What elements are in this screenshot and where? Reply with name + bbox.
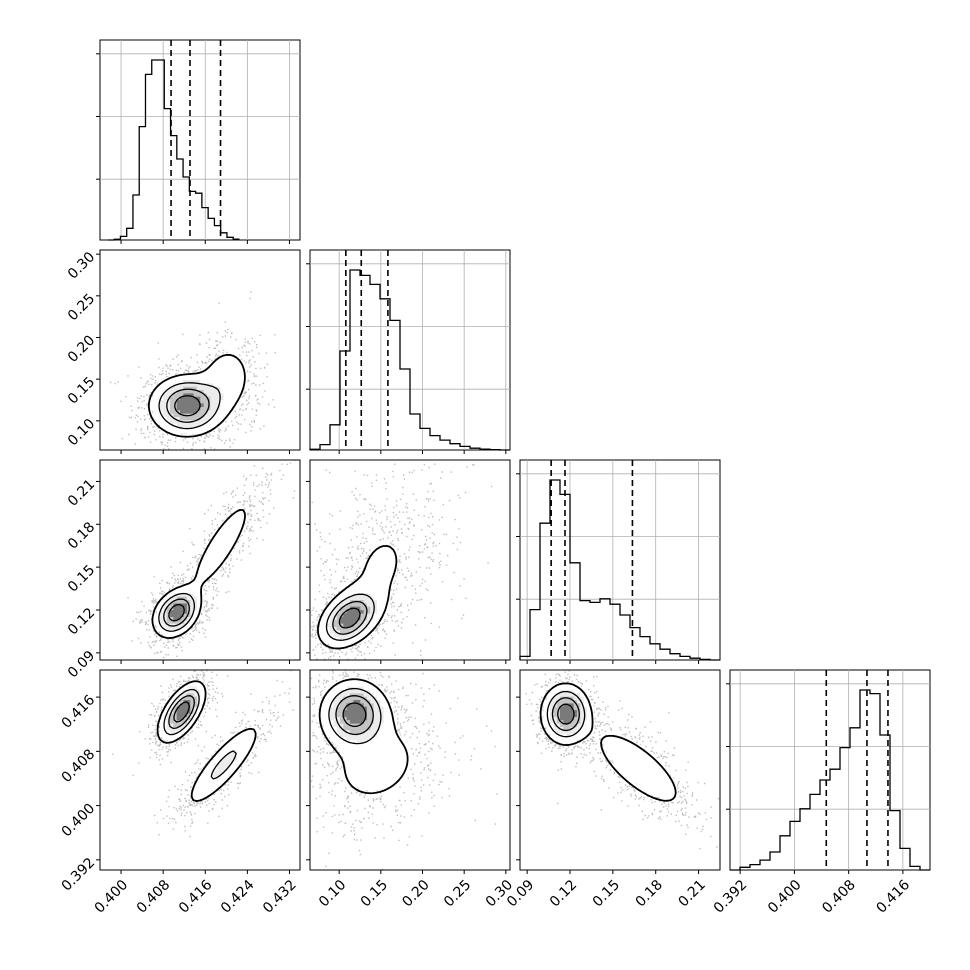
y-tick-label: 0.09	[65, 648, 98, 681]
contour-line	[166, 388, 210, 423]
contour-line	[147, 353, 246, 438]
x-tick-label: 0.10	[316, 877, 349, 910]
histogram-panel	[516, 459, 721, 661]
scatter-panel	[99, 249, 301, 451]
contour-line	[539, 682, 677, 802]
contour-line	[338, 607, 361, 629]
contour-line	[551, 697, 580, 732]
contour-line	[317, 544, 398, 650]
x-tick-label: 0.432	[260, 877, 300, 917]
y-tick-label: 0.10	[65, 416, 98, 449]
x-tick-label: 0.12	[547, 877, 580, 910]
contour-line	[546, 690, 586, 738]
histogram-step	[519, 479, 720, 661]
y-tick-label: 0.15	[65, 374, 98, 407]
scatter-panel	[519, 669, 721, 871]
y-tick-label: 0.12	[65, 605, 98, 638]
y-tick-label: 0.21	[65, 476, 98, 509]
contour-line	[328, 687, 382, 745]
contour-line	[332, 600, 368, 635]
y-tick-label: 0.392	[59, 855, 99, 895]
panel-frame	[99, 459, 301, 661]
y-tick-label: 0.20	[65, 332, 98, 365]
histogram-panel	[306, 249, 511, 451]
x-tick-label: 0.400	[765, 877, 805, 917]
panel-frame	[309, 249, 511, 451]
contour-line	[325, 593, 375, 641]
contour-line	[335, 695, 374, 736]
histogram-step	[309, 269, 510, 451]
histogram-panel	[96, 39, 301, 241]
panel-frame	[519, 459, 721, 661]
contour-line	[158, 592, 196, 632]
contour-line	[156, 680, 257, 802]
y-tick-label: 0.408	[59, 746, 99, 786]
x-tick-label: 0.424	[218, 877, 258, 917]
histogram-panel	[726, 669, 931, 871]
panel-frame	[309, 669, 511, 871]
y-tick-label: 0.400	[59, 801, 99, 841]
x-tick-label: 0.15	[358, 877, 391, 910]
contour-line	[173, 701, 190, 723]
x-tick-label: 0.408	[819, 877, 859, 917]
x-tick-label: 0.18	[633, 877, 666, 910]
x-tick-label: 0.20	[399, 877, 432, 910]
histogram-step	[107, 59, 240, 241]
density-fill	[340, 606, 364, 627]
contour-line	[158, 382, 221, 430]
x-tick-label: 0.416	[176, 877, 216, 917]
x-tick-label: 0.15	[590, 877, 623, 910]
panel-frame	[99, 39, 301, 241]
panel-frame	[99, 669, 301, 871]
scatter-panel	[309, 669, 511, 871]
contour-line	[163, 598, 190, 627]
x-tick-label: 0.400	[92, 877, 132, 917]
x-tick-label: 0.21	[675, 877, 708, 910]
contour-line	[174, 395, 201, 417]
y-tick-label: 0.18	[65, 519, 98, 552]
contour-line	[163, 688, 237, 780]
contour-line	[342, 702, 367, 728]
panel-frame	[519, 669, 721, 871]
x-tick-label: 0.408	[134, 877, 174, 917]
y-tick-label: 0.416	[59, 692, 99, 732]
contour-line	[168, 603, 185, 622]
contour-line	[557, 703, 575, 725]
contour-line	[168, 695, 195, 730]
x-tick-label: 0.416	[873, 877, 913, 917]
scatter-panel	[309, 459, 511, 661]
x-tick-label: 0.392	[711, 877, 751, 917]
y-tick-label: 0.30	[65, 249, 98, 282]
scatter-panel	[99, 669, 301, 871]
histogram-step	[730, 689, 930, 871]
panel-frame	[309, 459, 511, 661]
x-tick-label: 0.25	[441, 877, 474, 910]
contour-line	[318, 678, 409, 795]
y-tick-label: 0.15	[65, 562, 98, 595]
panel-frame	[99, 249, 301, 451]
scatter-panel	[99, 459, 301, 661]
y-tick-label: 0.25	[65, 291, 98, 324]
contour-line	[151, 509, 246, 639]
